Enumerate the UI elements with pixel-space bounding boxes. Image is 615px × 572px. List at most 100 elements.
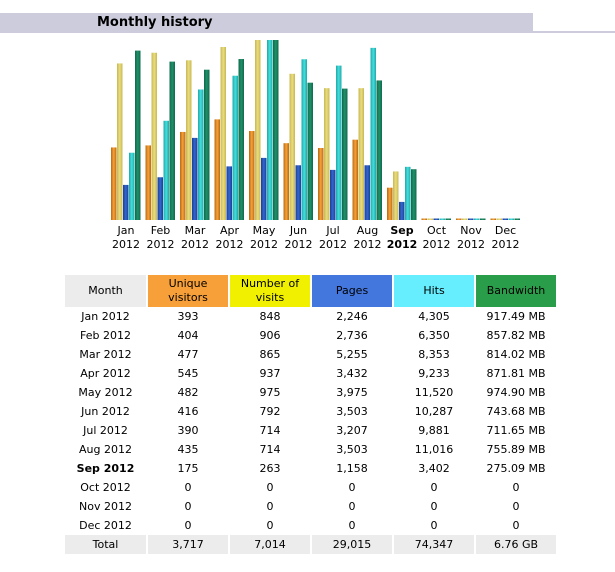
month-name: Apr [219,224,240,237]
month-name: Nov [460,224,482,237]
cell-month: Jul 2012 [83,424,128,437]
bar-hits-jul [336,65,342,220]
cell-hits: 0 [430,500,438,513]
bar-hits-may [267,40,273,220]
cell-unique-visitors: 0 [184,519,192,532]
total-cell-bandwidth: 6.76 GB [476,535,556,554]
month-name: Jun [289,224,308,237]
month-label-apr: Apr 2012 [213,224,247,252]
cell-pages: 2,736 [336,329,368,342]
bar-bandwidth-mar [204,69,210,220]
bar-pages-jan [123,184,129,220]
bar-unique-visitors-oct [421,218,427,220]
cell-visits: 792 [259,405,281,418]
month-year: 2012 [181,238,209,251]
cell-pages: 3,432 [336,367,368,380]
bar-visits-aug [358,88,364,220]
cell-bandwidth: 0 [512,500,520,513]
bar-pages-dec [502,218,508,220]
cell-bandwidth: 275.09 MB [486,462,546,475]
monthly-history-chart: Jan 2012 Feb 2012 Mar 2012 Apr 2012 May 2012 Jun 20… [0,34,615,278]
bar-bandwidth-nov [480,218,486,220]
month-year: 2012 [319,238,347,251]
bar-hits-jun [301,59,307,220]
month-label-jul: Jul 2012 [316,224,350,252]
month-year: 2012 [457,238,485,251]
bar-bandwidth-sep [411,169,417,220]
cell-unique-visitors: 393 [177,310,199,323]
bar-bandwidth-may [273,40,279,220]
section-title: Monthly history [97,15,213,30]
cell-visits: 937 [259,367,281,380]
cell-hits: 9,881 [418,424,450,437]
cell-month: Apr 2012 [80,367,131,380]
month-name: Mar [184,224,206,237]
table-row: Jul 2012 390 714 3,207 9,881 711.65 MB [65,421,556,440]
month-label-jun: Jun 2012 [282,224,316,252]
cell-bandwidth: 0 [512,519,520,532]
table-row: Nov 2012 0 0 0 0 0 [65,497,556,516]
cell-visits: 714 [259,424,281,437]
bar-bandwidth-jan [135,50,141,220]
bar-unique-visitors-jul [318,148,324,220]
cell-hits: 0 [430,519,438,532]
total-cell-visits: 7,014 [230,535,310,554]
month-year: 2012 [422,238,451,251]
bar-unique-visitors-feb [145,145,151,220]
month-year: 2012 [146,238,175,251]
bar-visits-dec [496,218,502,220]
cell-unique-visitors: 404 [177,329,199,342]
col-month: Month [65,275,146,307]
col-hits: Hits [394,275,474,307]
bar-unique-visitors-jun [283,143,289,220]
month-label-jan: Jan 2012 [109,224,143,252]
bar-hits-mar [198,89,204,220]
cell-hits: 6,350 [418,329,450,342]
bar-pages-feb [157,177,163,220]
bar-unique-visitors-jan [111,147,117,220]
month-name: May [252,224,276,237]
cell-pages: 0 [348,500,356,513]
bar-bandwidth-dec [514,218,520,220]
cell-month: Mar 2012 [79,348,132,361]
cell-visits: 906 [259,329,281,342]
bar-bandwidth-jun [307,82,313,220]
cell-pages: 5,255 [336,348,368,361]
month-label-aug: Aug 2012 [351,224,385,252]
bar-visits-nov [462,218,468,220]
bar-visits-apr [220,47,226,221]
col-pages: Pages [312,275,392,307]
cell-pages: 3,503 [336,405,368,418]
table-row: Dec 2012 0 0 0 0 0 [65,516,556,535]
cell-unique-visitors: 0 [184,500,192,513]
bar-visits-mar [186,60,192,220]
month-year: 2012 [250,238,278,251]
bar-pages-jun [295,165,301,220]
bar-pages-oct [433,218,439,220]
month-year: 2012 [215,238,244,251]
month-label-feb: Feb 2012 [144,224,178,252]
cell-unique-visitors: 416 [177,405,199,418]
cell-pages: 3,207 [336,424,368,437]
table-row: Sep 2012 175 263 1,158 3,402 275.09 MB [65,459,556,478]
cell-visits: 848 [259,310,281,323]
bar-pages-aug [364,165,370,220]
cell-month: Dec 2012 [79,519,132,532]
cell-bandwidth: 814.02 MB [486,348,546,361]
cell-visits: 975 [259,386,281,399]
section-header: Monthly history [0,13,615,33]
table-total-row: Total 3,717 7,014 29,015 74,347 6.76 GB [65,535,556,554]
cell-month: Oct 2012 [80,481,131,494]
cell-visits: 865 [259,348,281,361]
bar-visits-jul [324,88,330,220]
month-name: Feb [150,224,171,237]
bar-unique-visitors-sep [387,187,393,220]
cell-visits: 714 [259,443,281,456]
cell-unique-visitors: 482 [177,386,199,399]
cell-hits: 3,402 [418,462,450,475]
table-row: Feb 2012 404 906 2,736 6,350 857.82 MB [65,326,556,345]
col-bandwidth: Bandwidth [476,275,556,307]
month-label-oct: Oct 2012 [420,224,454,252]
cell-unique-visitors: 435 [177,443,199,456]
bar-hits-nov [474,218,480,220]
